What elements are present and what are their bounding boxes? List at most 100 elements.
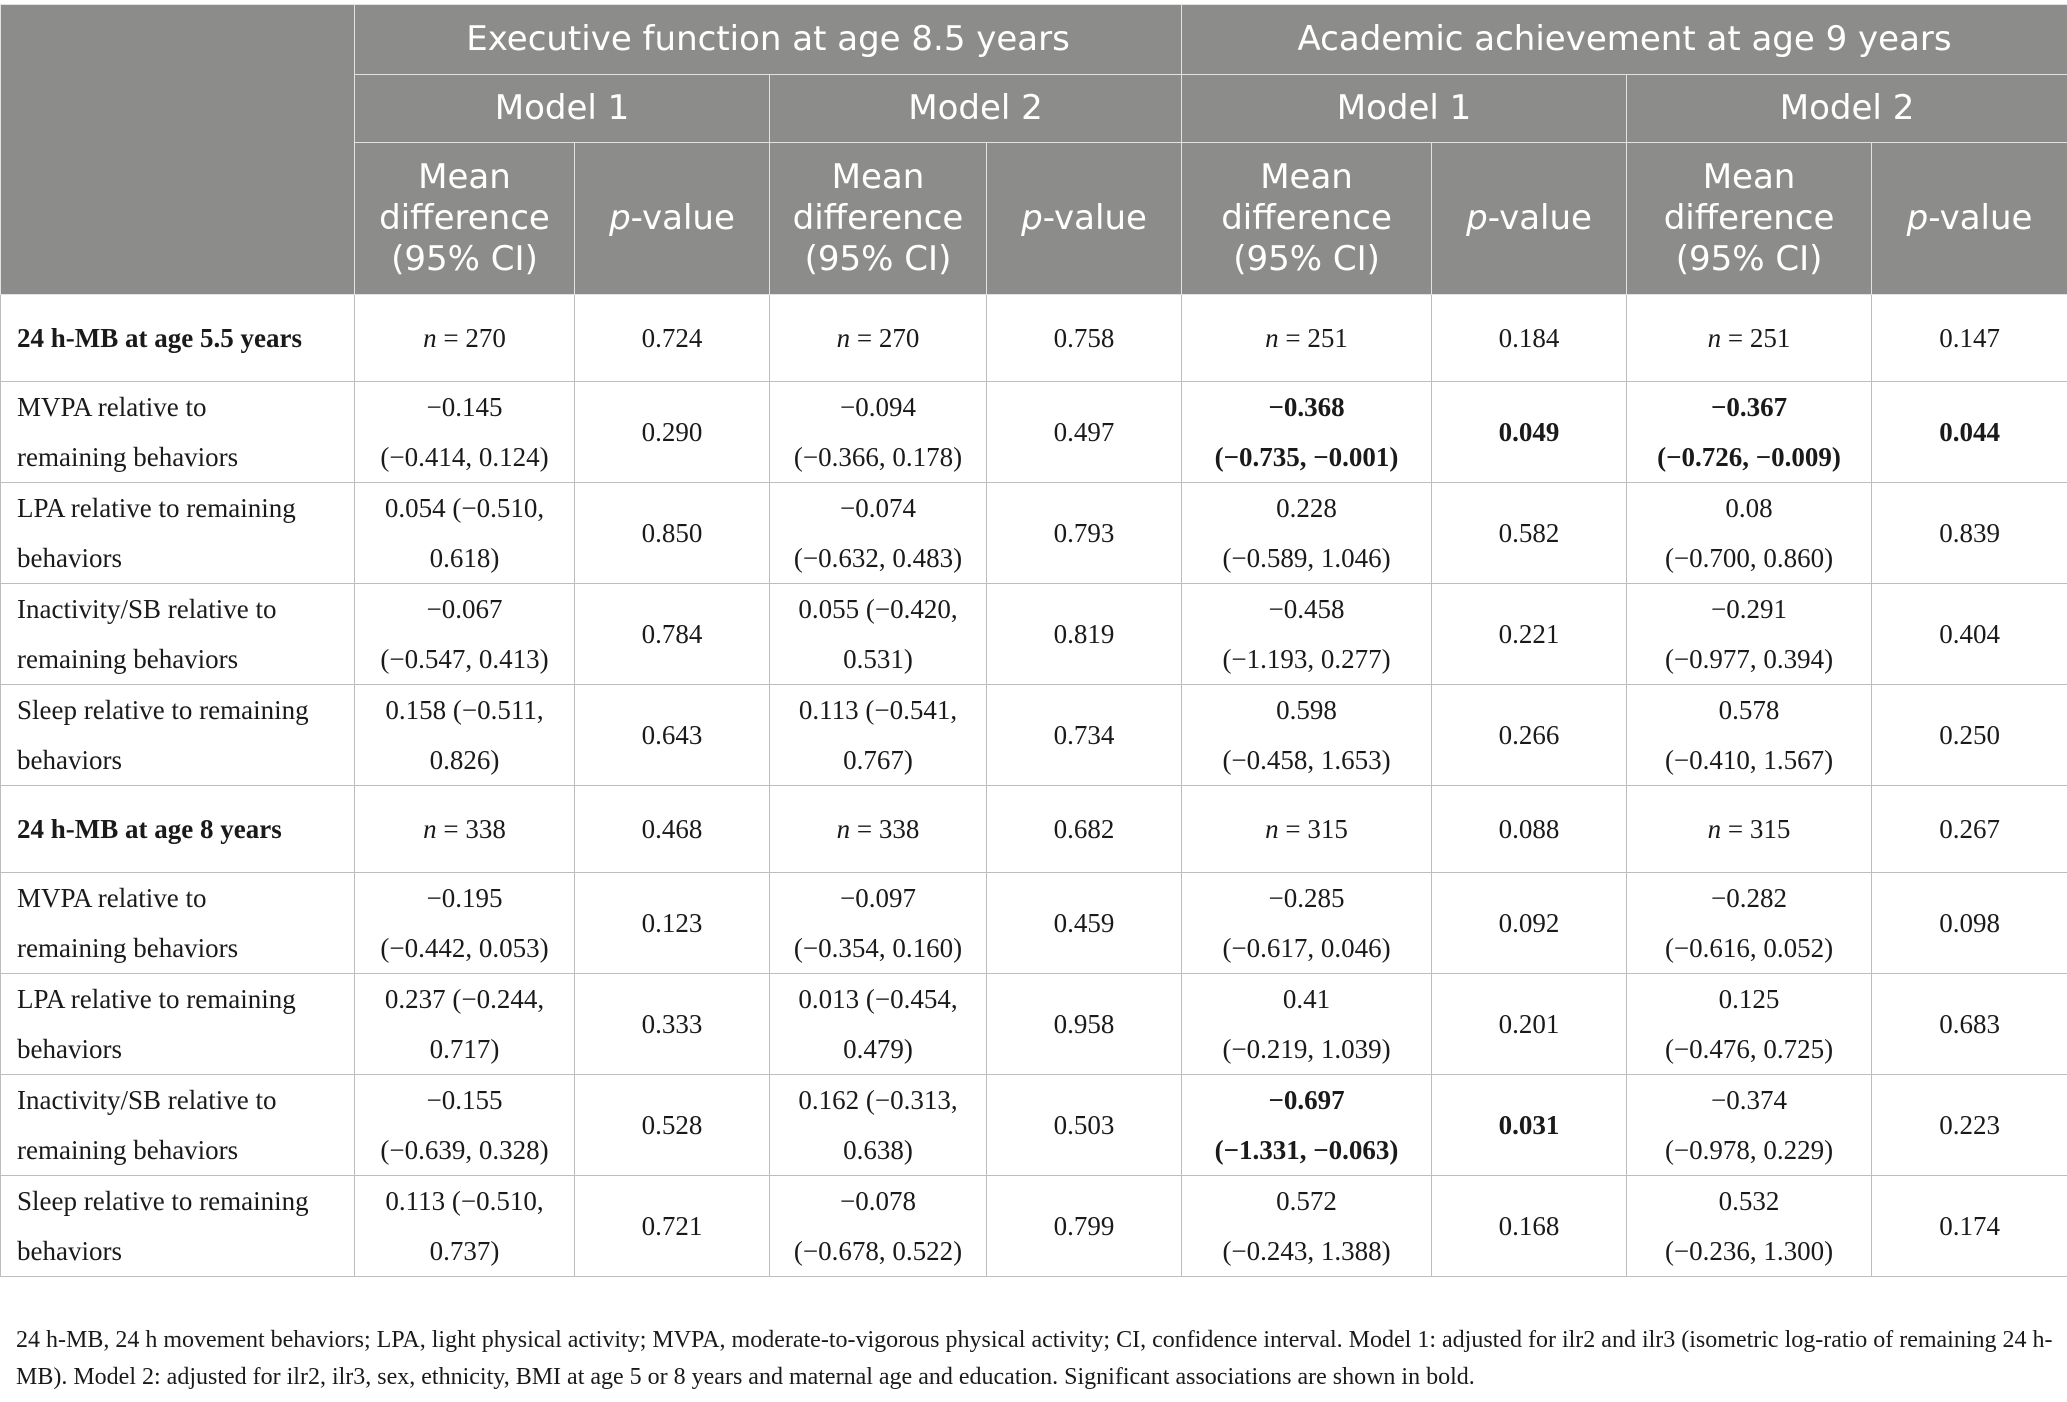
- mean-difference-cell: −0.074 (−0.632, 0.483): [769, 482, 987, 584]
- sample-size-value: = 251: [1721, 323, 1791, 353]
- p-value: 0.168: [1498, 1211, 1560, 1241]
- ci-line: 0.737): [429, 1236, 500, 1266]
- header-corner-cell: [0, 4, 355, 295]
- estimate-line: −0.094: [840, 392, 916, 422]
- estimate-line: −0.285: [1268, 883, 1345, 913]
- estimate-line: 0.113 (−0.510,: [385, 1186, 544, 1216]
- estimate-line: −0.145: [426, 392, 503, 422]
- row-label-cell: Sleep relative to remaining behaviors: [0, 684, 355, 786]
- p-value: 0.267: [1939, 814, 2000, 844]
- p-value-cell: 0.221: [1431, 583, 1628, 685]
- header-mean-difference-aa-model-2: Mean difference (95% CI): [1626, 142, 1873, 295]
- row-label: Sleep relative to remaining behaviors: [17, 1186, 309, 1266]
- header-mean-difference-line: Mean: [1702, 157, 1796, 197]
- header-p-suffix: -value: [1928, 198, 2033, 238]
- mean-difference-cell: 0.578 (−0.410, 1.567): [1626, 684, 1873, 786]
- mean-difference-cell: 0.055 (−0.420, 0.531): [769, 583, 987, 685]
- mean-difference-cell: n = 338: [769, 785, 987, 873]
- mean-difference-cell: 0.162 (−0.313, 0.638): [769, 1074, 987, 1176]
- header-mean-difference-ef-model-1: Mean difference (95% CI): [354, 142, 575, 295]
- p-value: 0.683: [1939, 1009, 2000, 1039]
- estimate-line: 0.237 (−0.244,: [384, 984, 545, 1014]
- ci-line: (−0.547, 0.413): [380, 644, 549, 674]
- header-p-italic: p: [609, 198, 631, 238]
- p-value: 0.582: [1498, 518, 1560, 548]
- ci-line: (−0.458, 1.653): [1222, 745, 1391, 775]
- p-value-cell: 0.459: [985, 872, 1183, 974]
- estimate-line: 0.113 (−0.541,: [798, 695, 958, 725]
- mean-difference-cell: −0.067 (−0.547, 0.413): [354, 583, 575, 685]
- ci-line: (−0.414, 0.124): [380, 442, 549, 472]
- sample-size-symbol: n: [1265, 323, 1279, 353]
- p-value-cell: 0.682: [985, 785, 1183, 873]
- estimate-line: −0.195: [426, 883, 503, 913]
- estimate-line: 0.598: [1276, 695, 1337, 725]
- estimate-line: 0.228: [1276, 493, 1337, 523]
- estimate-line: 0.578: [1718, 695, 1780, 725]
- mean-difference-cell: n = 315: [1181, 785, 1433, 873]
- p-value-cell: 0.333: [574, 973, 770, 1075]
- p-value-cell: 0.031: [1431, 1074, 1628, 1176]
- mean-difference-cell: −0.097 (−0.354, 0.160): [769, 872, 987, 974]
- table-section-row: 24 h-MB at age 5.5 years n = 270 0.724 n = …: [0, 294, 2067, 382]
- ci-line: (−0.243, 1.388): [1222, 1236, 1391, 1266]
- mean-difference-cell: n = 270: [354, 294, 575, 382]
- mean-difference-cell: 0.572 (−0.243, 1.388): [1181, 1175, 1433, 1277]
- p-value: 0.497: [1053, 417, 1115, 447]
- header-mean-difference-line: (95% CI): [1675, 239, 1823, 279]
- sample-size-value: = 338: [436, 814, 506, 844]
- p-value-cell: 0.503: [985, 1074, 1183, 1176]
- row-label: 24 h-MB at age 8 years: [17, 814, 282, 844]
- header-mean-difference-line: difference: [379, 198, 550, 238]
- sample-size-symbol: n: [423, 814, 437, 844]
- ci-line: 0.717): [429, 1034, 500, 1064]
- header-ef-model-2: Model 2: [768, 74, 1183, 143]
- estimate-line: −0.067: [426, 594, 503, 624]
- header-p-value-ef-model-2: p-value: [985, 142, 1183, 295]
- header-p-italic: p: [1466, 198, 1488, 238]
- p-value: 0.266: [1498, 720, 1560, 750]
- mean-difference-cell: 0.228 (−0.589, 1.046): [1181, 482, 1433, 584]
- sample-size-value: = 270: [850, 323, 920, 353]
- row-label-cell: 24 h-MB at age 5.5 years: [0, 294, 355, 382]
- p-value-cell: 0.174: [1871, 1175, 2067, 1277]
- p-value: 0.682: [1053, 814, 1115, 844]
- ci-line: (−0.442, 0.053): [380, 933, 549, 963]
- estimate-line: 0.125: [1718, 984, 1780, 1014]
- p-value-cell: 0.088: [1431, 785, 1628, 873]
- row-label: LPA relative to remaining behaviors: [17, 493, 296, 573]
- p-value: 0.223: [1939, 1110, 2000, 1140]
- mean-difference-cell: −0.094 (−0.366, 0.178): [769, 381, 987, 483]
- header-p-suffix: -value: [1487, 198, 1592, 238]
- mean-difference-cell: n = 270: [769, 294, 987, 382]
- p-value: 0.290: [641, 417, 703, 447]
- row-label: MVPA relative to remaining behaviors: [17, 883, 239, 963]
- table-row: MVPA relative to remaining behaviors −0.1…: [0, 381, 2067, 483]
- estimate-line: −0.078: [840, 1186, 916, 1216]
- header-p-value-aa-model-2: p-value: [1871, 142, 2067, 295]
- row-label: Sleep relative to remaining behaviors: [17, 695, 309, 775]
- row-label-cell: 24 h-MB at age 8 years: [0, 785, 355, 873]
- p-value-cell: 0.223: [1871, 1074, 2067, 1176]
- sample-size-value: = 315: [1721, 814, 1791, 844]
- ci-line: (−0.978, 0.229): [1664, 1135, 1834, 1165]
- header-p-suffix: -value: [630, 198, 735, 238]
- ci-line: (−0.476, 0.725): [1664, 1034, 1834, 1064]
- ci-line: (−0.617, 0.046): [1222, 933, 1391, 963]
- mean-difference-cell: 0.054 (−0.510, 0.618): [354, 482, 575, 584]
- mean-difference-cell: −0.155 (−0.639, 0.328): [354, 1074, 575, 1176]
- ci-line: (−0.678, 0.522): [793, 1236, 963, 1266]
- sample-size-symbol: n: [423, 323, 437, 353]
- mean-difference-cell: 0.41 (−0.219, 1.039): [1181, 973, 1433, 1075]
- estimate-line: 0.054 (−0.510,: [384, 493, 545, 523]
- sample-size-symbol: n: [1707, 814, 1722, 844]
- row-label-cell: Inactivity/SB relative to remaining beha…: [0, 1074, 355, 1176]
- mean-difference-cell: −0.195 (−0.442, 0.053): [354, 872, 575, 974]
- row-label: LPA relative to remaining behaviors: [17, 984, 296, 1064]
- header-p-suffix: -value: [1042, 198, 1147, 238]
- mean-difference-cell: 0.532 (−0.236, 1.300): [1626, 1175, 1873, 1277]
- row-label-cell: Inactivity/SB relative to remaining beha…: [0, 583, 355, 685]
- p-value: 0.098: [1939, 908, 2000, 938]
- p-value-cell: 0.839: [1871, 482, 2067, 584]
- estimate-line: −0.368: [1268, 392, 1345, 422]
